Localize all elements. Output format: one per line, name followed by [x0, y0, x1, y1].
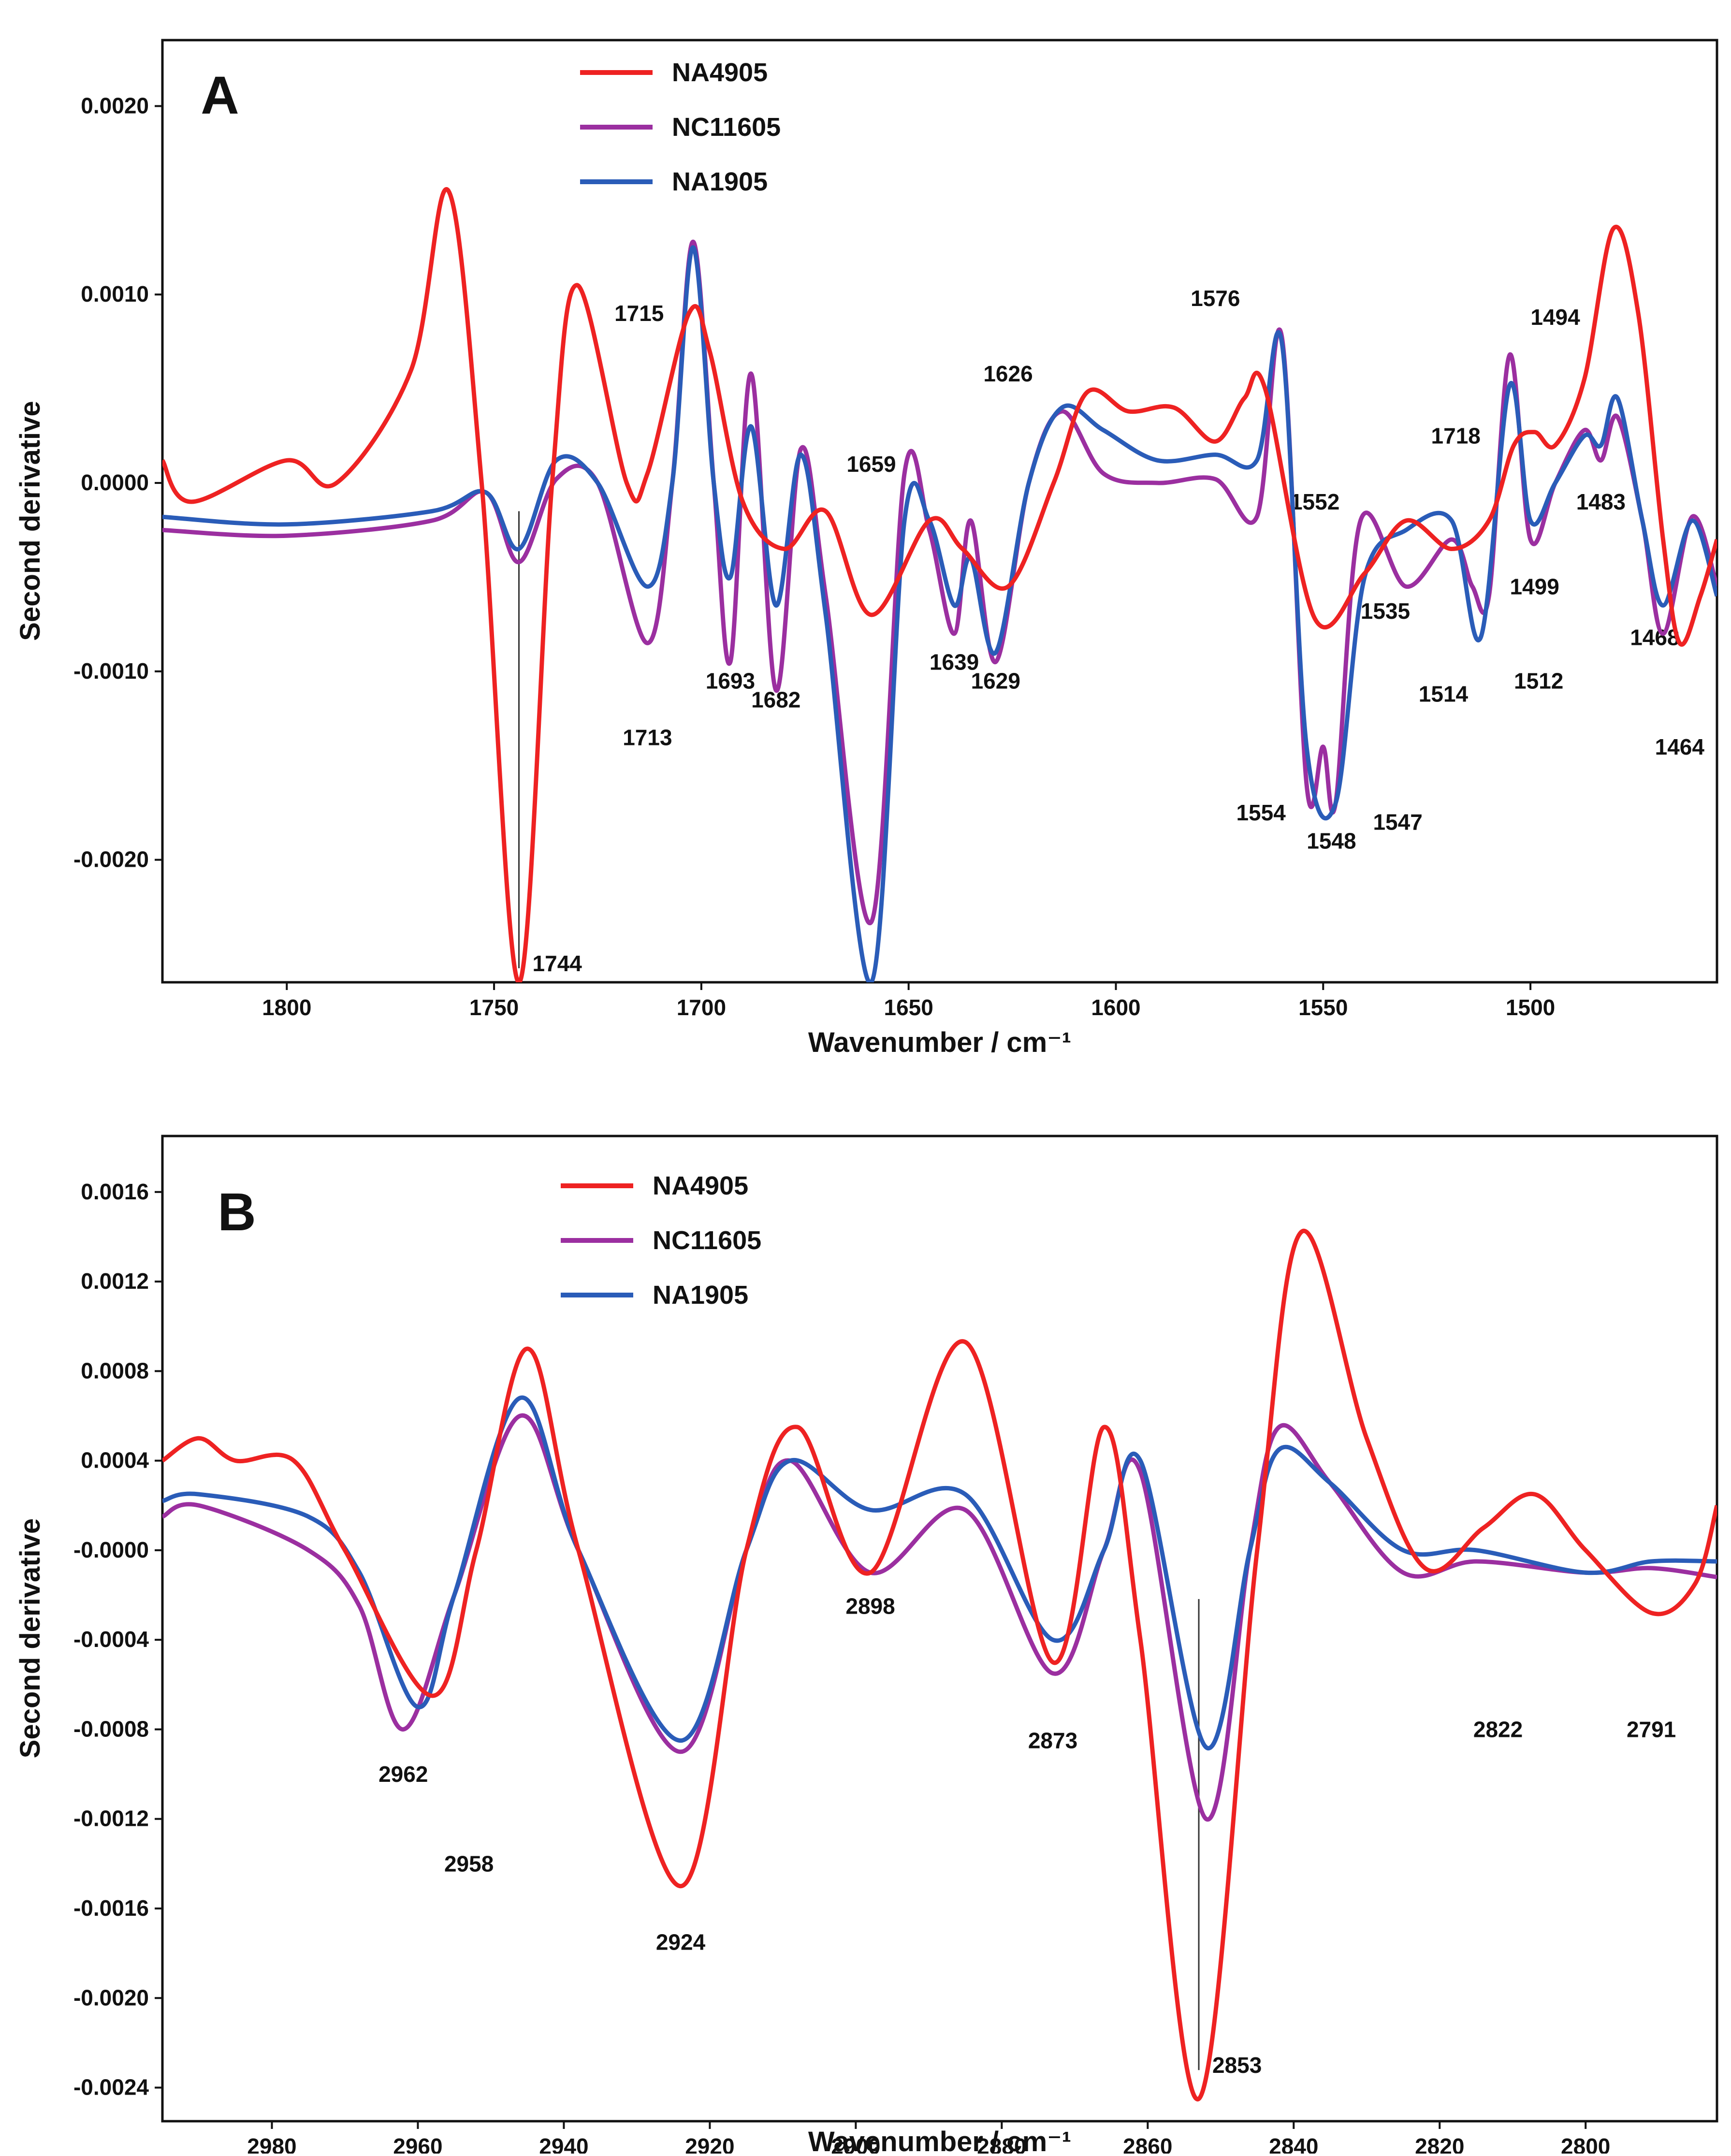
y-tick-label: -0.0004: [73, 1627, 149, 1652]
annotation-label: 2898: [845, 1594, 895, 1619]
x-tick-label: 1800: [262, 995, 311, 1020]
y-tick-label: -0.0008: [73, 1716, 149, 1741]
plot-frame: [161, 39, 1718, 984]
x-tick-label: 2940: [539, 2134, 588, 2154]
y-axis-title: Second derivative: [15, 401, 46, 641]
x-tick-label: 1700: [677, 995, 726, 1020]
y-tick-label: 0.0020: [81, 93, 149, 118]
x-tick-label: 1650: [884, 995, 933, 1020]
y-tick-label: 0.0012: [81, 1268, 149, 1294]
x-tick-label: 2900: [831, 2134, 880, 2154]
x-tick-label: 2800: [1561, 2134, 1610, 2154]
series-line-nc11605: [162, 1413, 1717, 1822]
annotation-label: 1629: [971, 668, 1020, 693]
y-tick-label: 0.0000: [81, 470, 149, 495]
x-tick-label: 2840: [1269, 2134, 1318, 2154]
legend-label: NA4905: [672, 58, 768, 87]
annotation-label: 2924: [656, 1929, 706, 1954]
x-tick-label: 2960: [393, 2134, 442, 2154]
annotation-label: 1512: [1514, 668, 1563, 693]
x-axis-title: Wavenumber / cm⁻¹: [808, 2126, 1071, 2154]
annotation-label: 1547: [1373, 810, 1422, 835]
annotation-label: 1718: [1431, 423, 1481, 449]
series-line-na4905: [162, 1228, 1717, 2101]
annotation-label: 1468: [1630, 625, 1679, 650]
annotation-label: 1744: [533, 951, 582, 976]
panel-label: A: [201, 66, 239, 125]
y-tick-label: 0.0008: [81, 1358, 149, 1383]
annotation-label: 1713: [623, 725, 672, 750]
panel-b: 0.0016 0.0012 0.0008 0.0004 -0.0000 -0.0004 -0…: [15, 1135, 1718, 2156]
legend-label: NA4905: [653, 1171, 748, 1200]
annotations: 1744171517131693168216591639162916261576…: [518, 286, 1705, 976]
annotation-label: 1659: [846, 452, 896, 477]
y-tick-label: 0.0010: [81, 281, 149, 306]
x-tick-label: 1600: [1091, 995, 1140, 1020]
annotation-label: 1464: [1655, 734, 1705, 759]
annotation-label: 1554: [1236, 800, 1286, 825]
legend-label: NC11605: [653, 1226, 761, 1255]
y-tick-label: -0.0016: [73, 1895, 149, 1921]
series-line-na1905: [162, 245, 1717, 982]
legend: NA4905 NC11605 NA1905: [561, 1171, 761, 1310]
plot-frame: [161, 1135, 1718, 2123]
panel-label: B: [218, 1182, 256, 1242]
annotation-label: 1548: [1307, 829, 1356, 854]
series-line-na4905: [162, 187, 1717, 982]
annotation-label: 2853: [1212, 2053, 1262, 2078]
x-tick-label: 1500: [1506, 995, 1555, 1020]
x-tick-label: 2920: [685, 2134, 734, 2154]
x-tick-label: 2980: [247, 2134, 296, 2154]
series-line-na1905: [162, 1395, 1717, 1751]
x-tick-label: 2820: [1415, 2134, 1464, 2154]
annotation-label: 1494: [1530, 305, 1580, 330]
y-tick-label: 0.0004: [81, 1448, 149, 1473]
annotation-label: 2962: [378, 1762, 428, 1787]
y-tick-label: 0.0016: [81, 1179, 149, 1204]
annotation-label: 1499: [1510, 574, 1559, 599]
annotation-label: 1639: [930, 649, 979, 674]
annotation-label: 1626: [983, 361, 1033, 386]
y-tick-label: -0.0012: [73, 1806, 149, 1831]
annotation-label: 2873: [1028, 1728, 1077, 1753]
annotation-label: 2822: [1473, 1717, 1523, 1742]
x-axis-title: Wavenumber / cm⁻¹: [808, 1027, 1071, 1058]
y-tick-label: -0.0024: [73, 2075, 149, 2100]
annotation-label: 2958: [444, 1851, 494, 1876]
y-tick-label: -0.0000: [73, 1537, 149, 1562]
annotation-label: 1483: [1576, 489, 1626, 514]
legend-label: NC11605: [672, 113, 781, 142]
annotations: 2962 2958 2924 2898 2873 2853 2822 2791: [378, 1594, 1676, 2078]
series-group: [162, 187, 1717, 982]
x-tick-label: 1550: [1298, 995, 1348, 1020]
x-tick-label: 2880: [977, 2134, 1026, 2154]
y-axis-title: Second derivative: [15, 1518, 46, 1758]
y-tick-label: -0.0020: [73, 1985, 149, 2010]
annotation-label: 1535: [1361, 598, 1410, 624]
y-tick-label: -0.0010: [73, 658, 149, 684]
annotation-label: 1576: [1191, 286, 1240, 311]
legend: NA4905 NC11605 NA1905: [580, 58, 781, 196]
annotation-label: 1715: [614, 301, 664, 326]
annotation-label: 1514: [1419, 682, 1469, 707]
annotation-label: 1693: [706, 668, 755, 693]
annotation-label: 1552: [1290, 489, 1339, 514]
panel-a: 0.0020 0.0010 0.0000 -0.0010 -0.0020 1800 1750…: [15, 39, 1718, 1058]
x-tick-label: 1750: [469, 995, 519, 1020]
legend-label: NA1905: [672, 167, 768, 196]
series-line-nc11605: [162, 239, 1717, 926]
annotation-label: 2791: [1627, 1717, 1676, 1742]
legend-label: NA1905: [653, 1281, 748, 1310]
y-tick-label: -0.0020: [73, 847, 149, 872]
series-group: [162, 1228, 1717, 2101]
x-tick-label: 2860: [1123, 2134, 1172, 2154]
